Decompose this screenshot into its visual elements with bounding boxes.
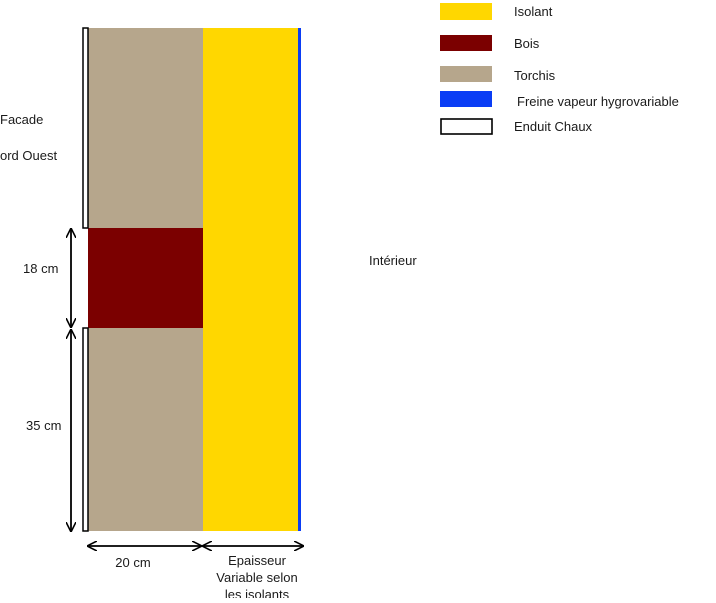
legend: Isolant Bois Torchis Freine vapeur hygro… bbox=[440, 3, 679, 135]
dim-insulation-label-1: Epaisseur bbox=[228, 553, 286, 568]
dim-insulation-label-2: Variable selon bbox=[216, 570, 297, 585]
enduit-upper bbox=[82, 27, 89, 229]
legend-swatch-freine-vapeur bbox=[440, 91, 492, 107]
legend-swatch-bois bbox=[440, 35, 492, 51]
legend-label-enduit: Enduit Chaux bbox=[514, 119, 593, 134]
dim-torchis-label: 35 cm bbox=[26, 418, 61, 433]
dim-insulation-label-3: les isolants bbox=[225, 587, 290, 598]
legend-swatch-enduit bbox=[440, 118, 493, 135]
legend-label-freine-vapeur: Freine vapeur hygrovariable bbox=[517, 94, 679, 109]
facade-label-line2: ord Ouest bbox=[0, 148, 57, 163]
legend-swatch-isolant bbox=[440, 3, 492, 20]
facade-label-line1: Facade bbox=[0, 112, 43, 127]
enduit-lower bbox=[82, 327, 89, 532]
torchis-lower bbox=[88, 328, 203, 531]
interior-label: Intérieur bbox=[369, 253, 417, 268]
legend-swatch-torchis bbox=[440, 66, 492, 82]
legend-label-isolant: Isolant bbox=[514, 4, 553, 19]
freine-vapeur-layer bbox=[298, 28, 301, 531]
dim-width-label: 20 cm bbox=[115, 555, 150, 570]
torchis-upper bbox=[88, 28, 203, 228]
isolant-layer bbox=[203, 28, 298, 531]
dim-bois-label: 18 cm bbox=[23, 261, 58, 276]
legend-label-bois: Bois bbox=[514, 36, 540, 51]
bois-beam bbox=[88, 228, 203, 328]
legend-label-torchis: Torchis bbox=[514, 68, 556, 83]
